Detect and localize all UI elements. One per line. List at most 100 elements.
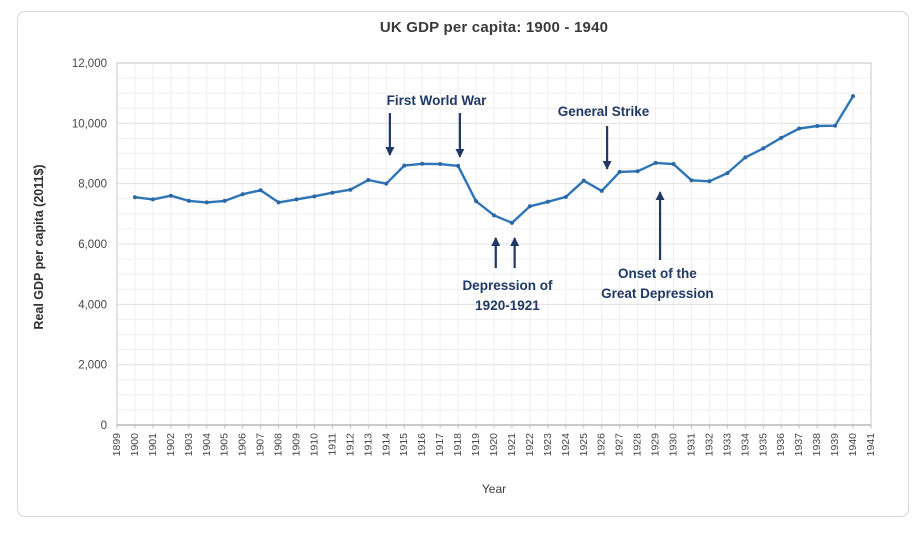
data-point-1928 [635, 169, 640, 174]
data-point-1925 [581, 178, 586, 183]
data-point-1937 [797, 126, 802, 131]
x-tick-label: 1925 [578, 433, 590, 457]
x-tick-label: 1921 [506, 433, 518, 457]
data-point-1917 [438, 162, 443, 167]
x-tick-label: 1933 [721, 433, 733, 457]
data-point-1919 [474, 199, 479, 204]
data-point-1926 [599, 188, 604, 193]
chart-frame [17, 11, 909, 517]
x-tick-label: 1932 [703, 433, 715, 457]
x-tick-label: 1909 [291, 433, 303, 457]
y-tick-label: 12,000 [72, 58, 107, 70]
data-point-1908 [276, 200, 281, 205]
x-tick-label: 1934 [739, 433, 751, 457]
x-tick-label: 1937 [793, 433, 805, 457]
x-tick-label: 1923 [542, 433, 554, 457]
data-point-1915 [402, 163, 407, 168]
x-tick-label: 1906 [237, 433, 249, 457]
x-tick-label: 1913 [362, 433, 374, 457]
x-tick-label: 1935 [757, 433, 769, 457]
data-point-1904 [204, 200, 209, 205]
x-tick-label: 1920 [488, 433, 500, 457]
data-point-1940 [851, 94, 856, 99]
x-tick-label: 1903 [183, 433, 195, 457]
data-point-1912 [348, 187, 353, 192]
y-tick-label: 10,000 [72, 118, 107, 130]
x-tick-label: 1902 [165, 433, 177, 457]
x-axis-title: Year [481, 482, 507, 496]
x-tick-label: 1939 [829, 433, 841, 457]
x-tick-label: 1908 [273, 433, 285, 457]
x-tick-label: 1915 [398, 433, 410, 457]
data-point-1935 [761, 146, 766, 151]
data-point-1901 [150, 197, 155, 202]
data-point-1923 [545, 199, 550, 204]
x-tick-label: 1922 [524, 433, 536, 457]
chart-title: UK GDP per capita: 1900 - 1940 [379, 19, 609, 36]
data-point-1922 [527, 204, 532, 209]
data-point-1933 [725, 171, 730, 176]
data-point-1903 [186, 198, 191, 203]
data-point-1930 [671, 162, 676, 167]
annotation-depression-1920-1921: Depression of 1920-1921 [462, 277, 553, 313]
x-tick-label: 1919 [470, 433, 482, 457]
x-tick-label: 1941 [865, 433, 877, 457]
data-point-1929 [653, 160, 658, 165]
x-tick-label: 1899 [111, 433, 123, 457]
x-tick-label: 1918 [452, 433, 464, 457]
data-point-1920 [492, 213, 496, 218]
data-point-1936 [779, 135, 784, 140]
annotation-general-strike: General Strike [557, 103, 650, 119]
x-tick-label: 1916 [416, 433, 428, 457]
x-tick-label: 1924 [560, 433, 572, 457]
y-tick-label: 8,000 [78, 179, 107, 191]
x-tick-label: 1900 [129, 433, 141, 457]
y-tick-label: 2,000 [78, 360, 107, 372]
x-tick-label: 1905 [219, 433, 231, 457]
x-tick-label: 1901 [147, 433, 159, 457]
data-point-1914 [384, 181, 389, 186]
y-axis-title: Real GDP per capita (2011$) [32, 164, 46, 330]
x-tick-label: 1930 [668, 433, 680, 457]
x-tick-label: 1904 [201, 433, 213, 457]
data-point-1907 [258, 188, 263, 193]
x-tick-label: 1928 [632, 433, 644, 457]
data-point-1924 [563, 194, 568, 199]
data-point-1927 [617, 169, 622, 174]
x-tick-label: 1917 [434, 433, 446, 457]
data-point-1918 [456, 163, 461, 168]
data-point-1902 [168, 193, 173, 198]
x-tick-label: 1940 [847, 433, 859, 457]
data-point-1900 [132, 195, 137, 200]
data-point-1909 [294, 197, 299, 202]
data-point-1911 [330, 190, 335, 195]
x-tick-label: 1914 [380, 433, 392, 457]
x-tick-label: 1936 [775, 433, 787, 457]
y-tick-label: 0 [101, 420, 107, 432]
data-point-1905 [222, 198, 227, 203]
x-tick-label: 1931 [685, 433, 697, 457]
x-tick-label: 1938 [811, 433, 823, 457]
data-point-1931 [689, 178, 694, 183]
data-point-1916 [420, 161, 425, 166]
data-point-1934 [743, 155, 748, 160]
data-point-1921 [509, 220, 514, 225]
data-point-1906 [240, 192, 245, 197]
x-tick-label: 1907 [255, 433, 267, 457]
data-point-1913 [366, 178, 371, 183]
y-tick-label: 6,000 [78, 239, 107, 251]
x-tick-label: 1910 [308, 433, 320, 457]
data-point-1932 [707, 179, 712, 184]
data-point-1939 [833, 123, 838, 128]
x-tick-label: 1912 [344, 433, 356, 457]
annotation-onset-great-depression: Onset of the Great Depression [601, 265, 714, 302]
x-tick-label: 1911 [326, 433, 338, 456]
annotation-first-world-war: First World War [386, 92, 487, 108]
x-tick-label: 1926 [596, 433, 608, 457]
y-tick-label: 4,000 [78, 299, 107, 311]
x-tick-label: 1927 [614, 433, 626, 457]
x-tick-label: 1929 [650, 433, 662, 457]
data-point-1938 [815, 124, 820, 129]
